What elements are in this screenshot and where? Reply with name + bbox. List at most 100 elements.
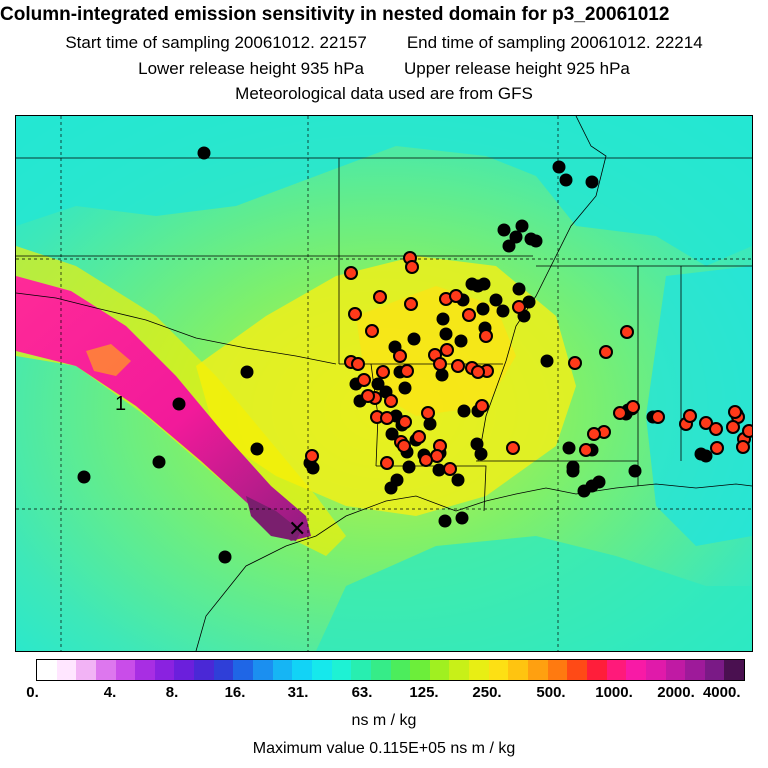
station-marker-red (440, 343, 454, 357)
colorbar-tick-label: 4000. (702, 684, 741, 701)
sampling-time-line: Start time of sampling 20061012. 22157 En… (0, 33, 768, 53)
station-marker-red (376, 365, 390, 379)
station-marker-red (699, 416, 713, 430)
station-marker-red (613, 406, 627, 420)
maximum-value-label: Maximum value 0.115E+05 ns m / kg (252, 740, 516, 757)
station-marker-red (451, 359, 465, 373)
station-marker-black (585, 175, 599, 189)
release-height-line: Lower release height 935 hPa Upper releas… (0, 59, 768, 79)
station-marker-black (435, 368, 449, 382)
station-marker-red (421, 406, 435, 420)
station-marker-black (439, 327, 453, 341)
station-marker-red (365, 324, 379, 338)
colorbar-swatch (194, 660, 214, 680)
station-marker-red (568, 356, 582, 370)
station-marker-red (471, 365, 485, 379)
station-marker-red (348, 307, 362, 321)
colorbar-tick-label: 63. (351, 684, 373, 701)
station-marker-black (592, 475, 606, 489)
station-marker-red (380, 456, 394, 470)
colorbar-swatch (331, 660, 352, 680)
station-marker-red (742, 424, 752, 438)
station-marker-red (361, 389, 375, 403)
station-marker-red (651, 410, 665, 424)
colorbar-swatch (292, 660, 312, 680)
station-markers (77, 146, 752, 564)
upper-height-label: Upper release height 925 hPa (404, 59, 630, 78)
colorbar-swatch (724, 660, 745, 680)
station-marker-red (449, 289, 463, 303)
plume-orange-patch (86, 344, 131, 376)
station-marker-black (470, 437, 484, 451)
station-marker-black (218, 550, 232, 564)
start-time-label: Start time of sampling 20061012. 22157 (65, 33, 367, 52)
station-marker-red (398, 415, 412, 429)
station-marker-black (371, 377, 385, 391)
colorbar-swatch (253, 660, 273, 680)
station-marker-red (620, 325, 634, 339)
station-marker-red (475, 399, 489, 413)
colorbar-swatch (311, 660, 332, 680)
cyan-region-east (646, 266, 752, 546)
colorbar-swatch (174, 660, 195, 680)
station-marker-black (398, 381, 412, 395)
station-marker-black (407, 332, 421, 346)
station-marker-black (385, 427, 399, 441)
station-marker-black (402, 460, 416, 474)
station-marker-black (436, 312, 450, 326)
station-marker-black (529, 234, 543, 248)
colorbar-swatch (665, 660, 686, 680)
station-marker-black (455, 511, 469, 525)
station-marker-red (462, 308, 476, 322)
colorbar-swatch (547, 660, 568, 680)
station-marker-red (479, 329, 493, 343)
emission-sensitivity-map: 1 ✕ (15, 115, 753, 652)
station-marker-black (566, 464, 580, 478)
station-marker-black (423, 417, 437, 431)
station-marker-black (489, 293, 503, 307)
colorbar-swatch (370, 660, 391, 680)
station-marker-black (476, 302, 490, 316)
station-marker-black (384, 481, 398, 495)
station-marker-black (432, 463, 446, 477)
station-marker-red (512, 300, 526, 314)
colorbar-swatch (429, 660, 450, 680)
station-marker-black (306, 461, 320, 475)
station-marker-red (709, 422, 723, 436)
station-marker-red (373, 290, 387, 304)
station-marker-black (552, 160, 566, 174)
station-marker-black (699, 449, 713, 463)
colorbar-swatch (567, 660, 587, 680)
station-marker-red (305, 449, 319, 463)
colorbar-swatch (76, 660, 96, 680)
station-marker-black (540, 354, 554, 368)
station-marker-black (474, 447, 488, 461)
colorbar-swatch (95, 660, 116, 680)
station-marker-red (683, 409, 697, 423)
plot-title: Column-integrated emission sensitivity i… (0, 4, 670, 25)
station-marker-black (577, 484, 591, 498)
station-marker-red (506, 441, 520, 455)
station-marker-black (515, 219, 529, 233)
colorbar-swatch (272, 660, 293, 680)
station-marker-red (412, 430, 426, 444)
station-marker-black (451, 473, 465, 487)
colorbar-swatch (685, 660, 705, 680)
station-marker-black (197, 146, 211, 160)
colorbar-tick-label: 125. (409, 684, 439, 701)
colorbar-swatch (626, 660, 646, 680)
colorbar-tick-label: 2000. (657, 684, 695, 701)
station-marker-black (512, 282, 526, 296)
colorbar-tick-label: 500. (536, 684, 566, 701)
station-marker-red (405, 260, 419, 274)
colorbar-swatch (410, 660, 430, 680)
colorbar-swatch (154, 660, 175, 680)
plume-band (16, 276, 311, 541)
station-marker-red (433, 357, 447, 371)
station-marker-black (250, 442, 264, 456)
release-location-marker: ✕ (288, 517, 306, 542)
colorbar-swatch (508, 660, 529, 680)
station-marker-black (509, 230, 523, 244)
end-time-label: End time of sampling 20061012. 22214 (406, 33, 703, 52)
station-marker-red (726, 420, 740, 434)
